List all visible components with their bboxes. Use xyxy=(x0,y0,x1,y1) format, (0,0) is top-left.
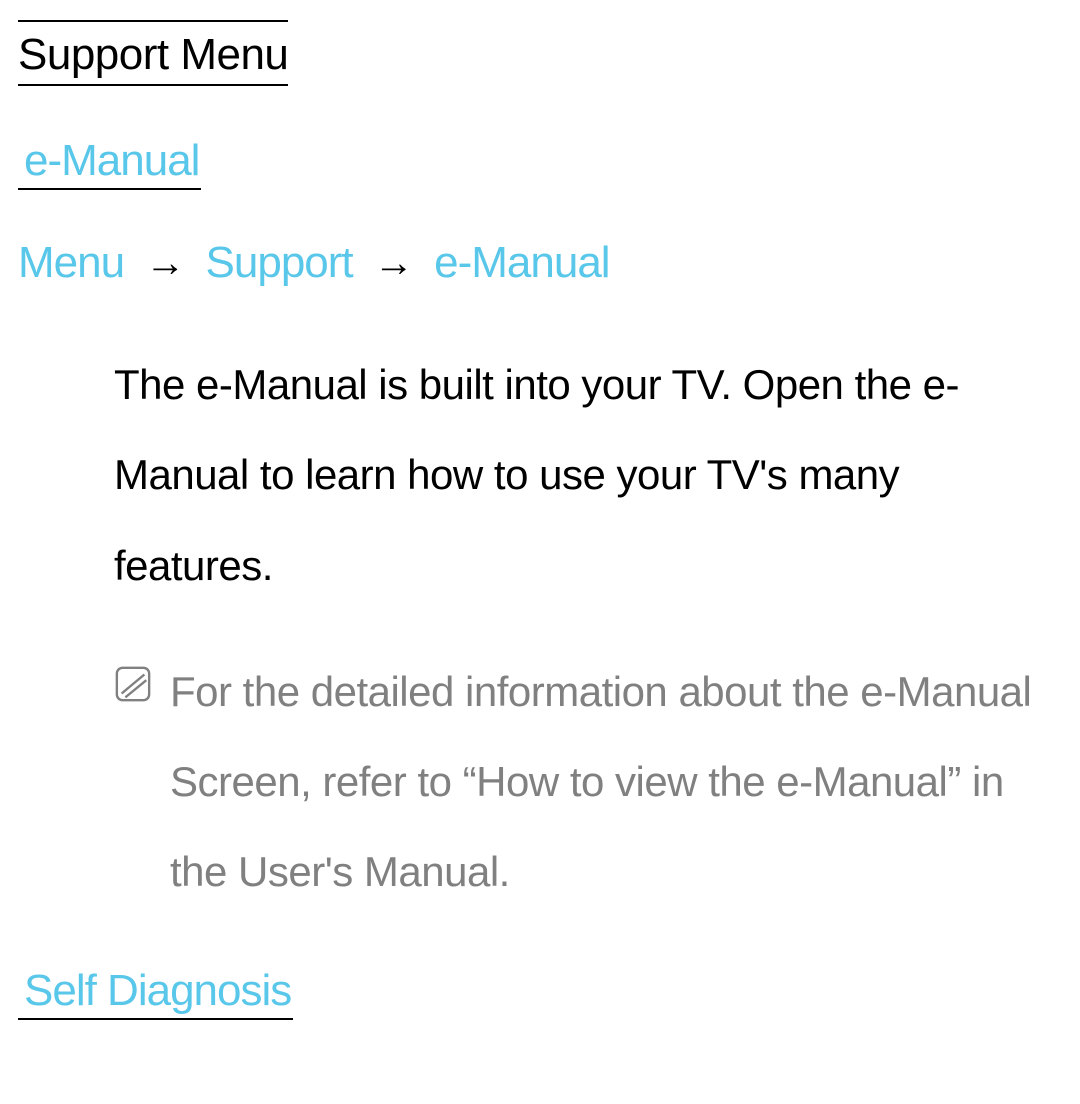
note: For the detailed information about the e… xyxy=(114,647,1042,918)
breadcrumb-item-support[interactable]: Support xyxy=(206,238,353,287)
breadcrumb-separator: → xyxy=(374,241,413,285)
content-block: The e-Manual is built into your TV. Open… xyxy=(18,340,1062,918)
note-text: For the detailed information about the e… xyxy=(170,647,1042,918)
section-heading-self-diagnosis: Self Diagnosis xyxy=(18,966,293,1020)
breadcrumb-item-menu[interactable]: Menu xyxy=(18,238,124,287)
page-title: Support Menu xyxy=(18,20,288,86)
body-paragraph: The e-Manual is built into your TV. Open… xyxy=(114,340,1042,611)
breadcrumb: Menu → Support → e-Manual xyxy=(18,238,1062,288)
note-box-icon xyxy=(114,665,152,703)
breadcrumb-item-emanual[interactable]: e-Manual xyxy=(434,238,609,287)
section-heading-emanual: e-Manual xyxy=(18,136,201,190)
breadcrumb-separator: → xyxy=(145,241,184,285)
note-icon-wrap xyxy=(114,647,170,708)
